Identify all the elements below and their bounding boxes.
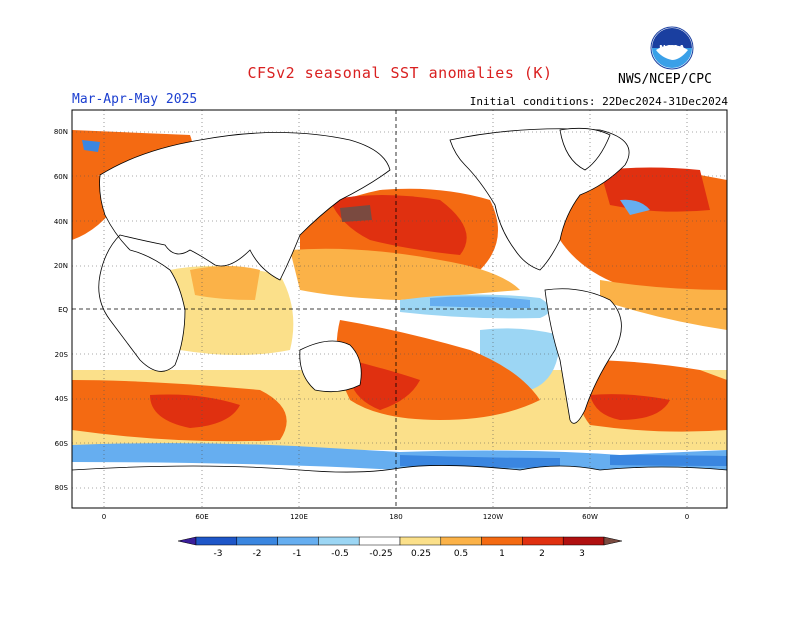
lon-label: 60W bbox=[582, 513, 598, 521]
color-scale-tick-label: 0.25 bbox=[411, 549, 431, 559]
lat-label: 80S bbox=[55, 484, 69, 492]
lat-label: 60S bbox=[55, 440, 69, 448]
color-scale-tick-label: -3 bbox=[214, 549, 223, 559]
noaa-logo-text: NOAA bbox=[659, 44, 685, 53]
initial-conditions-label: Initial conditions: 22Dec2024-31Dec2024 bbox=[469, 95, 728, 108]
color-scale-tick-label: 3 bbox=[579, 549, 585, 559]
noaa-logo: NOAA bbox=[650, 26, 694, 70]
color-scale-swatch bbox=[195, 536, 238, 546]
latitude-labels: 80N 60N 40N 20N EQ 20S 40S 60S 80S bbox=[54, 128, 69, 492]
color-scale-tick-label: 2 bbox=[539, 549, 545, 559]
lat-label: 60N bbox=[54, 173, 68, 181]
lon-label: 180 bbox=[389, 513, 402, 521]
lon-label: 0 bbox=[102, 513, 106, 521]
color-scale-swatch bbox=[440, 536, 482, 546]
color-scale-swatch bbox=[481, 536, 523, 546]
color-scale-tick-label: -0.25 bbox=[369, 549, 392, 559]
color-scale-arrow-high bbox=[603, 536, 623, 546]
longitude-labels: 0 60E 120E 180 120W 60W 0 bbox=[102, 513, 689, 521]
color-scale-tick-label: -0.5 bbox=[331, 549, 349, 559]
lat-label: EQ bbox=[58, 306, 68, 314]
color-scale-swatch bbox=[358, 536, 401, 546]
color-scale-swatch bbox=[277, 536, 319, 546]
lon-label: 120E bbox=[290, 513, 308, 521]
color-scale-swatch bbox=[318, 536, 360, 546]
color-scale-tick-label: -2 bbox=[253, 549, 262, 559]
lat-label: 20S bbox=[55, 351, 69, 359]
color-scale-tick-labels: -3 -2 -1 -0.5 -0.25 0.25 0.5 1 2 3 bbox=[214, 549, 585, 559]
lon-label: 0 bbox=[685, 513, 689, 521]
color-scale-swatch bbox=[236, 536, 278, 546]
lat-label: 40S bbox=[55, 395, 69, 403]
lon-label: 60E bbox=[195, 513, 208, 521]
color-scale-arrow-low bbox=[177, 536, 197, 546]
lon-label: 120W bbox=[483, 513, 503, 521]
map-frame bbox=[71, 109, 728, 509]
color-scale-tick-label: -1 bbox=[293, 549, 302, 559]
lat-label: 40N bbox=[54, 218, 68, 226]
season-label: Mar-Apr-May 2025 bbox=[72, 92, 198, 107]
color-scale-swatch bbox=[522, 536, 564, 546]
anomaly-field bbox=[72, 110, 727, 508]
color-scale-swatches bbox=[177, 536, 623, 546]
color-scale-swatch bbox=[562, 536, 605, 546]
color-scale-swatch bbox=[399, 536, 442, 546]
lat-label: 80N bbox=[54, 128, 68, 136]
color-scale-tick-label: 1 bbox=[499, 549, 505, 559]
land-masses bbox=[72, 127, 727, 508]
color-scale-tick-label: 0.5 bbox=[454, 549, 468, 559]
map-title: CFSv2 seasonal SST anomalies (K) bbox=[247, 64, 553, 82]
lat-label: 20N bbox=[54, 262, 68, 270]
agency-label: NWS/NCEP/CPC bbox=[618, 72, 712, 87]
